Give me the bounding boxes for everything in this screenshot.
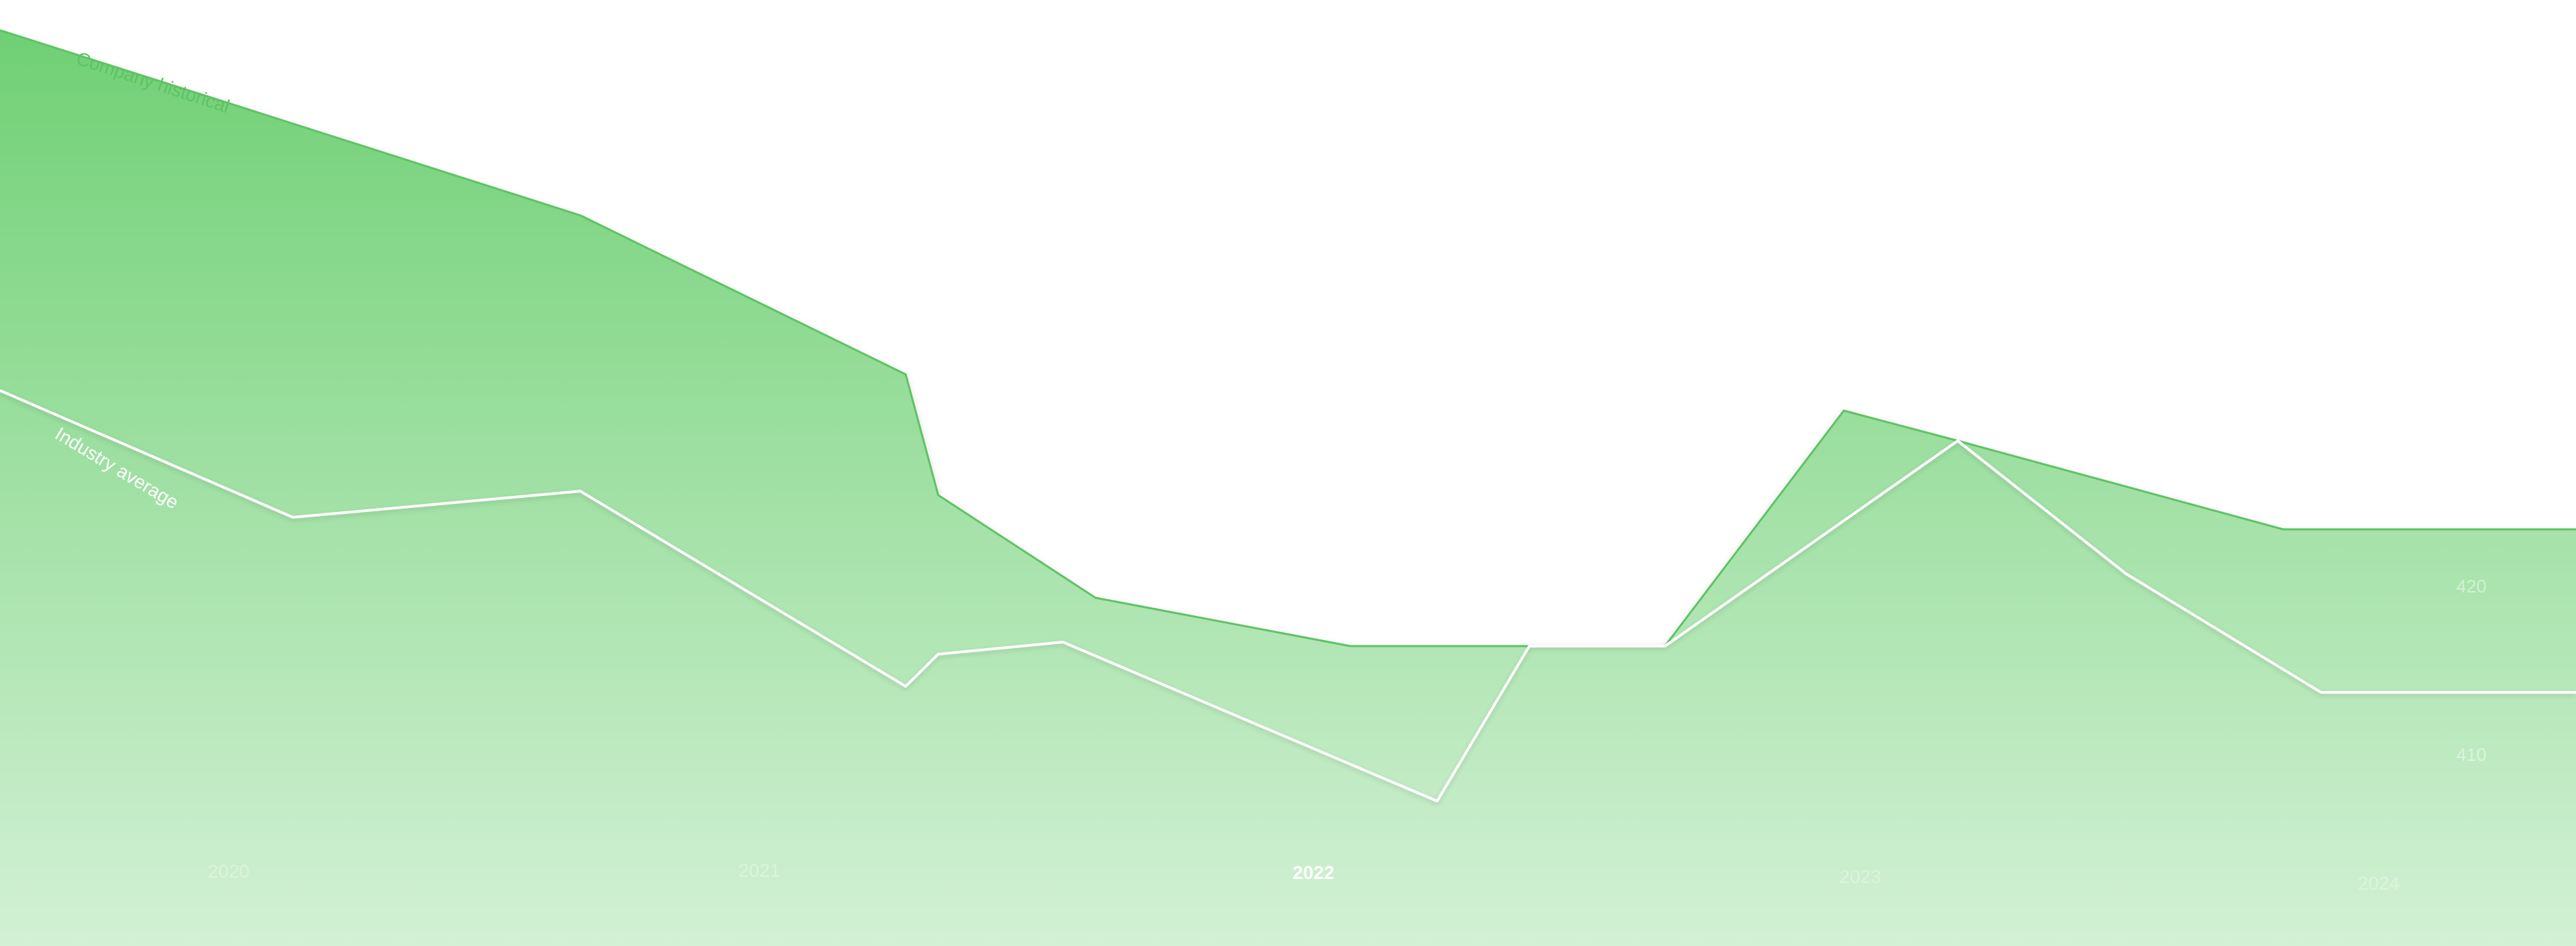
x-tick-label: 2020 (208, 861, 250, 882)
y-tick-label: 410 (2456, 745, 2486, 765)
x-tick-label: 2023 (1839, 866, 1881, 887)
x-axis-ticks: 2020 2021 2022 2023 2024 (208, 860, 2400, 894)
y-axis-ticks: 420 410 (2456, 576, 2486, 765)
company-historical-area (0, 30, 2576, 946)
industry-average-line (0, 389, 2576, 802)
y-tick-label: 420 (2456, 576, 2486, 596)
x-tick-label: 2021 (739, 860, 780, 881)
x-tick-label: 2024 (2358, 873, 2400, 894)
x-tick-label-highlighted: 2022 (1293, 862, 1334, 883)
company-historical-line (0, 29, 2576, 647)
